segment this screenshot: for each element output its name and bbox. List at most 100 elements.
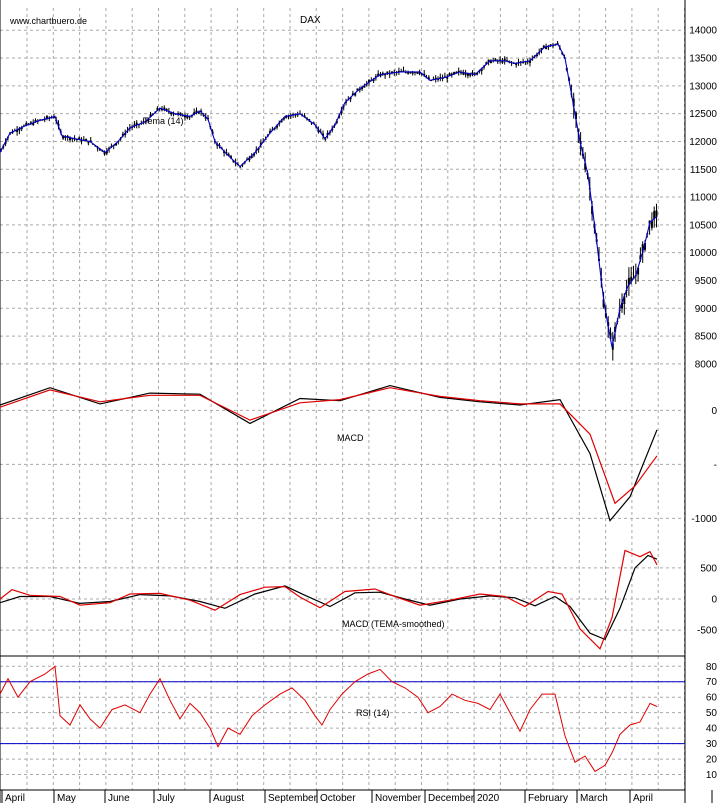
- y-tick-label: -1000: [691, 514, 717, 525]
- price-candle: [34, 120, 37, 122]
- price-candle: [181, 115, 184, 117]
- price-candle: [627, 277, 630, 285]
- price-candle: [149, 114, 152, 117]
- price-candle: [549, 44, 552, 46]
- grid: [0, 8, 685, 790]
- price-candle: [439, 77, 442, 79]
- price-candle: [455, 71, 458, 74]
- price-candle: [259, 142, 262, 145]
- price-candle: [280, 120, 283, 123]
- price-candle: [230, 156, 232, 159]
- y-tick-label: 0: [711, 595, 717, 606]
- x-tick-label: June: [108, 793, 130, 803]
- price-candle: [46, 116, 48, 119]
- price-candle: [535, 54, 538, 57]
- price-candle: [20, 127, 23, 130]
- macd-label: MACD: [337, 433, 364, 443]
- price-candle: [446, 76, 449, 79]
- y-tick-label: 80: [706, 662, 718, 673]
- price-candle: [163, 107, 166, 110]
- price-candle: [575, 112, 577, 120]
- price-candle: [457, 70, 460, 73]
- price-candle: [349, 97, 352, 100]
- price-candle: [391, 71, 393, 74]
- chart-title: DAX: [300, 15, 321, 26]
- price-candle: [223, 151, 226, 153]
- price-candle: [161, 108, 163, 111]
- price-candle: [103, 152, 106, 155]
- y-tick-label: -: [714, 460, 717, 471]
- x-tick-label: November: [375, 793, 422, 803]
- price-candle: [98, 148, 101, 151]
- price-candle: [434, 77, 437, 80]
- tema-line: [0, 43, 658, 348]
- y-tick-label: 0: [711, 406, 717, 417]
- price-candle: [142, 121, 145, 123]
- price-candle: [317, 129, 320, 132]
- price-candle: [485, 62, 488, 65]
- price-candle: [322, 133, 324, 136]
- price-candle: [195, 110, 198, 113]
- price-candle: [411, 71, 414, 74]
- y-tick-label: 13000: [689, 81, 717, 92]
- price-candle: [409, 71, 412, 74]
- price-candle: [494, 58, 497, 61]
- price-candle: [80, 139, 83, 142]
- price-candle: [253, 153, 255, 156]
- x-tick-label: October: [320, 793, 356, 803]
- price-candle: [501, 60, 504, 63]
- price-candle: [326, 133, 329, 136]
- price-candle: [121, 133, 124, 136]
- price-candle: [204, 116, 207, 119]
- price-candle: [69, 137, 71, 141]
- price-candle: [650, 220, 653, 228]
- y-tick-label: 12000: [689, 137, 717, 148]
- price-candle: [556, 42, 559, 45]
- y-tick-label: 13500: [689, 54, 717, 65]
- price-candle: [186, 115, 189, 119]
- x-tick-label: August: [213, 793, 244, 803]
- y-tick-label: 60: [706, 693, 718, 704]
- price-candle: [184, 115, 186, 118]
- y-tick-label: 11000: [690, 193, 718, 204]
- price-candle: [503, 58, 506, 61]
- y-tick-label: 50: [706, 708, 718, 719]
- price-candle: [269, 130, 272, 134]
- price-candle: [361, 87, 364, 90]
- y-tick-label: 11500: [690, 165, 718, 176]
- indicator-lines: [0, 43, 685, 773]
- watermark: www.chartbuero.de: [9, 16, 87, 26]
- price-candle: [29, 122, 32, 124]
- price-candle: [351, 93, 354, 96]
- price-candle: [489, 60, 492, 63]
- tema-legend: Tema (14): [143, 116, 184, 126]
- y-tick-label: 500: [700, 563, 717, 574]
- price-candle: [545, 46, 548, 50]
- price-candle: [476, 72, 479, 75]
- macd-signal-line: [0, 387, 658, 505]
- price-candle: [177, 113, 180, 115]
- price-candle: [105, 151, 108, 154]
- price-candle: [193, 112, 196, 115]
- price-candle: [66, 135, 69, 138]
- price-candle: [135, 122, 138, 126]
- price-candle: [216, 143, 219, 146]
- macd-tema-signal-line: [0, 554, 658, 641]
- price-candle: [462, 72, 465, 75]
- price-candle: [197, 111, 200, 114]
- y-tick-label: 40: [706, 724, 718, 735]
- price-candle: [540, 48, 543, 51]
- price-candle: [156, 108, 159, 111]
- price-candle: [480, 68, 483, 72]
- price-candle: [644, 242, 646, 250]
- price-candle: [397, 70, 400, 73]
- price-candle: [487, 59, 490, 63]
- price-candle: [179, 112, 182, 115]
- price-candle: [542, 45, 545, 49]
- rsi-line: [0, 665, 658, 773]
- price-candle: [381, 72, 384, 75]
- price-candle: [363, 85, 366, 88]
- price-candle: [515, 63, 518, 66]
- price-candle: [630, 276, 633, 282]
- price-candle: [11, 131, 14, 134]
